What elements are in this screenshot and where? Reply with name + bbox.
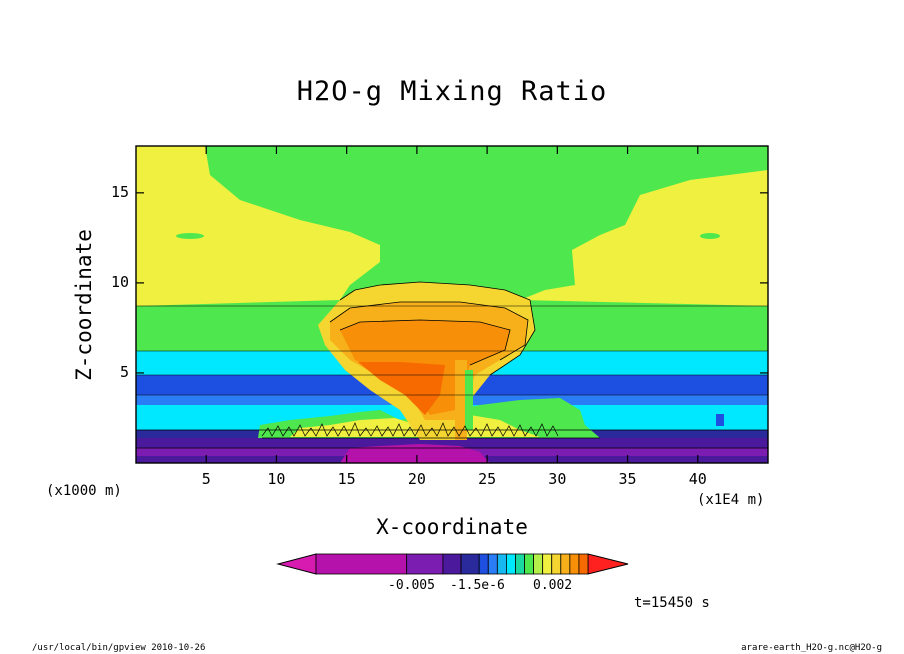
colorbar-segment [487,553,498,575]
colorbar-segment [315,553,408,575]
x-tick-label: 10 [267,470,286,488]
colorbar-max-arrow [587,553,629,575]
footer-right: arare-earth_H2O-g.nc@H2O-g [741,643,882,653]
colorbar-segment [569,553,580,575]
x-tick-label: 30 [548,470,567,488]
time-label: t=15450 s [634,595,710,611]
colorbar-segment [542,553,553,575]
x-tick-label: 40 [688,470,707,488]
footer-left: /usr/local/bin/gpview 2010-10-26 [32,643,206,653]
contour-fill-layer [136,146,768,463]
x-tick-label: 15 [337,470,356,488]
colorbar-segment [578,553,589,575]
colorbar-segment [533,553,544,575]
x-tick-label: 20 [407,470,426,488]
colorbar-tick-label: 0.002 [533,578,573,593]
y-axis-label: Z-coordinate [72,229,96,381]
turbulence-lines [136,422,768,449]
contour-band-yellow-left [136,146,380,306]
x-scale-label: (x1E4 m) [697,492,765,508]
colorbar-min-arrow [276,553,317,575]
colorbar-segment [460,553,480,575]
colorbar-segment [524,553,534,575]
colorbar-segment [560,553,571,575]
colorbar [276,553,629,575]
colorbar-tick-label: -1.5e-6 [450,578,505,593]
colorbar-segment [496,553,507,575]
x-axis-label: X-coordinate [376,515,528,539]
colorbar-segment [478,553,489,575]
colorbar-segment [505,553,516,575]
x-tick-label: 5 [201,470,211,488]
y-tick-label: 10 [110,272,129,291]
y-tick-label: 5 [119,362,129,381]
colorbar-segment [406,553,444,575]
contour-band-yellow-right [520,146,768,306]
x-tick-label: 35 [618,470,637,488]
x-tick-label: 25 [478,470,497,488]
y-tick-label: 15 [110,182,129,201]
chart-title: H2O-g Mixing Ratio [296,76,608,107]
colorbar-segment [515,553,525,575]
plot-frame [135,145,769,464]
x-unit-label: (x1000 m) [46,483,122,499]
colorbar-segment [442,553,462,575]
axis-ticks [136,146,768,463]
colorbar-tick-label: -0.005 [388,578,435,593]
colorbar-segment [551,553,562,575]
